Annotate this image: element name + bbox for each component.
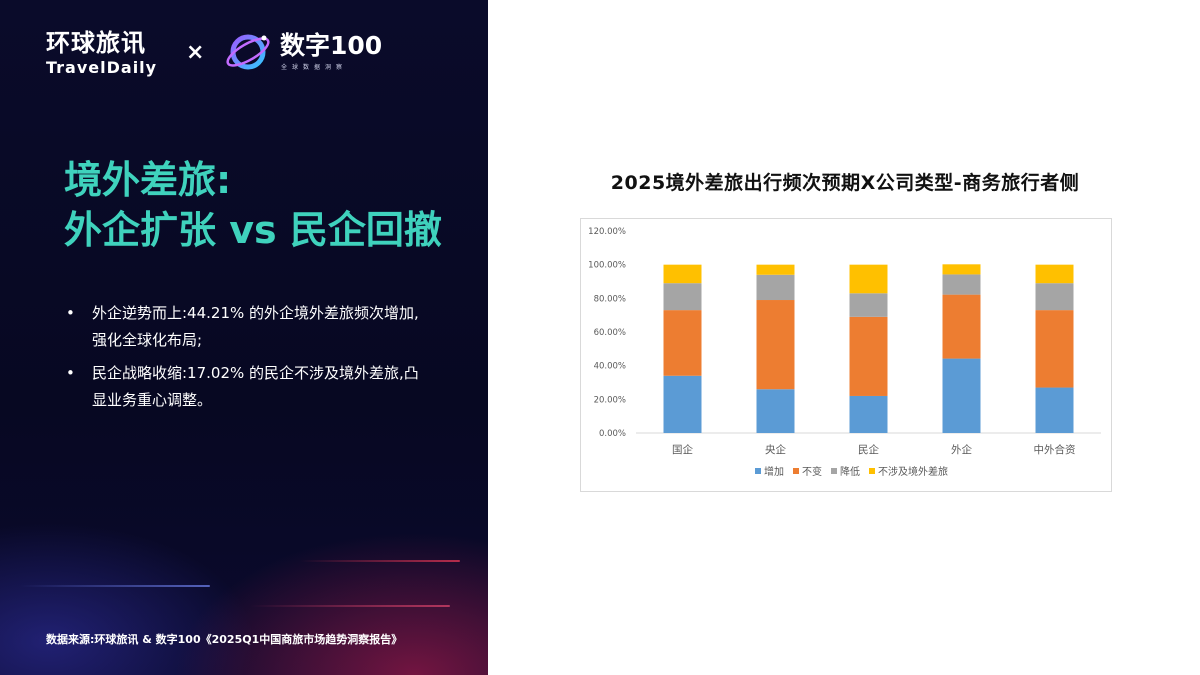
light-streak	[250, 605, 450, 607]
left-panel: 环球旅讯 TravelDaily × 数字100 全球数据洞察 境外差旅: 外企…	[0, 0, 488, 675]
headline-line2: 外企扩张 vs 民企回撤	[64, 208, 442, 252]
globe-logo-icon	[226, 34, 270, 70]
bar-segment-降低	[942, 274, 981, 295]
bullet-text: 外企逆势而上:44.21% 的外企境外差旅频次增加,强化全球化布局;	[92, 304, 419, 349]
bar-segment-不变	[1035, 310, 1074, 388]
legend-label: 降低	[840, 465, 860, 478]
bar-segment-增加	[942, 358, 981, 433]
bullet-dot: •	[66, 304, 75, 322]
y-tick-label: 120.00%	[588, 227, 626, 237]
bar-segment-不变	[942, 294, 981, 359]
chart-container: 0.00% 20.00% 40.00% 60.00% 80.00% 100.00% 120.…	[580, 218, 1112, 492]
bar-segment-不涉及境外差旅	[663, 264, 702, 284]
headline-line1: 境外差旅:	[64, 158, 232, 202]
bar-segment-增加	[663, 375, 702, 433]
bar-segment-不涉及境外差旅	[849, 264, 888, 294]
bar-segment-增加	[1035, 387, 1074, 433]
shuzi100-tagline: 全球数据洞察	[281, 64, 348, 71]
y-tick-label: 20.00%	[594, 395, 626, 405]
headline: 境外差旅: 外企扩张 vs 民企回撤	[64, 155, 442, 255]
bullet-item: • 民企战略收缩:17.02% 的民企不涉及境外差旅,凸显业务重心调整。	[64, 360, 424, 414]
bar-segment-增加	[756, 389, 795, 433]
bullet-text: 民企战略收缩:17.02% 的民企不涉及境外差旅,凸显业务重心调整。	[92, 364, 419, 409]
y-tick-label: 60.00%	[594, 328, 626, 338]
x-tick-label: 央企	[765, 443, 786, 456]
y-tick-label: 0.00%	[599, 429, 626, 439]
bar-segment-降低	[1035, 283, 1074, 311]
legend-swatch	[869, 468, 875, 474]
legend-swatch	[831, 468, 837, 474]
logo-en-text: TravelDaily	[46, 58, 158, 77]
bar-segment-不涉及境外差旅	[1035, 264, 1074, 284]
bar-segment-降低	[849, 293, 888, 317]
bar-segment-不涉及境外差旅	[756, 264, 795, 275]
bar-segment-不变	[756, 300, 795, 390]
bullet-item: • 外企逆势而上:44.21% 的外企境外差旅频次增加,强化全球化布局;	[64, 300, 424, 354]
y-tick-label: 40.00%	[594, 362, 626, 372]
legend-label: 增加	[764, 465, 784, 478]
legend-label: 不变	[802, 465, 822, 478]
legend-label: 不涉及境外差旅	[878, 465, 948, 478]
bar-segment-不变	[663, 310, 702, 376]
shuzi100-logo-text: 数字100	[280, 31, 383, 60]
x-tick-label: 民企	[858, 443, 879, 456]
y-tick-label: 100.00%	[588, 261, 626, 271]
x-tick-label: 国企	[672, 443, 693, 456]
bullet-list: • 外企逆势而上:44.21% 的外企境外差旅频次增加,强化全球化布局; • 民…	[64, 300, 424, 420]
light-streak	[20, 585, 210, 587]
source-note: 数据来源:环球旅讯 & 数字100《2025Q1中国商旅市场趋势洞察报告》	[46, 633, 403, 646]
legend-swatch	[755, 468, 761, 474]
light-streak	[300, 560, 460, 562]
y-tick-label: 80.00%	[594, 294, 626, 304]
bar-segment-降低	[663, 283, 702, 311]
bar-segment-不变	[849, 316, 888, 396]
bar-segment-降低	[756, 274, 795, 301]
times-sign: ×	[186, 40, 205, 65]
stacked-bar-chart: 0.00% 20.00% 40.00% 60.00% 80.00% 100.00% 120.…	[588, 227, 1101, 478]
legend-swatch	[793, 468, 799, 474]
bar-segment-增加	[849, 395, 888, 433]
bar-segment-不涉及境外差旅	[942, 264, 981, 275]
logo-cn-text: 环球旅讯	[46, 29, 146, 57]
x-tick-label: 外企	[951, 443, 972, 456]
x-tick-label: 中外合资	[1034, 443, 1076, 456]
traveldaily-logo: 环球旅讯 TravelDaily	[46, 28, 157, 78]
bullet-dot: •	[66, 364, 75, 382]
chart-title: 2025境外差旅出行频次预期X公司类型-商务旅行者侧	[610, 172, 1080, 194]
